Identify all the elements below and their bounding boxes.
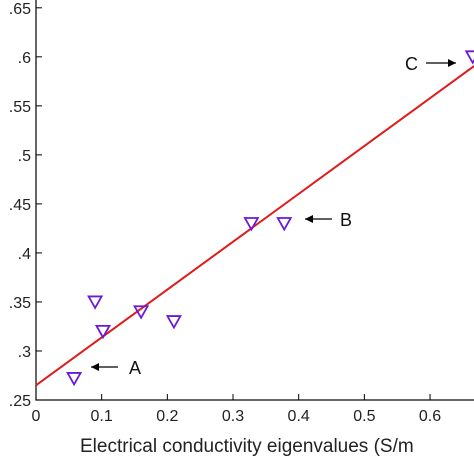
y-tick-label: .5 (18, 148, 31, 165)
x-axis-ticks: 0 0.1 0.2 0.3 0.4 0.5 0.6 (32, 394, 441, 425)
data-point (94, 324, 112, 340)
data-point (243, 217, 260, 232)
y-axis-ticks: .25 .3 .35 .4 .45 .5 .55 .6 .65 (9, 1, 42, 410)
y-tick-label: .65 (9, 1, 31, 18)
y-tick-label: .6 (18, 50, 31, 67)
annotation-arrowhead (91, 363, 99, 371)
x-tick-label: 0 (32, 408, 41, 425)
x-tick-label: 0.1 (91, 408, 113, 425)
plot-frame (35, 0, 474, 401)
annotation-arrowhead (448, 59, 456, 67)
data-point (276, 217, 293, 232)
annotations: A B C (91, 54, 456, 378)
annotation-arrowhead (305, 215, 313, 223)
data-point (87, 295, 104, 310)
annotation-label: B (340, 210, 352, 230)
annotation-label: C (405, 54, 418, 74)
y-tick-label: .55 (9, 99, 31, 116)
x-tick-label: 0.4 (288, 408, 310, 425)
x-tick-label: 0.5 (353, 408, 375, 425)
fit-line (35, 64, 474, 387)
x-tick-label: 0.6 (419, 408, 441, 425)
annotation-label: A (129, 358, 141, 378)
y-tick-label: .45 (9, 197, 31, 214)
y-tick-label: .35 (9, 295, 31, 312)
data-point (133, 305, 150, 320)
x-tick-label: 0.2 (156, 408, 178, 425)
y-tick-label: .3 (18, 344, 31, 361)
x-tick-label: 0.3 (222, 408, 244, 425)
data-points (66, 50, 474, 387)
data-point (66, 372, 83, 387)
y-tick-label: .25 (9, 393, 31, 410)
x-axis-label: Electrical conductivity eigenvalues (S/m (80, 436, 414, 457)
y-tick-label: .4 (18, 246, 31, 263)
data-point (464, 50, 474, 65)
data-point (165, 315, 182, 330)
